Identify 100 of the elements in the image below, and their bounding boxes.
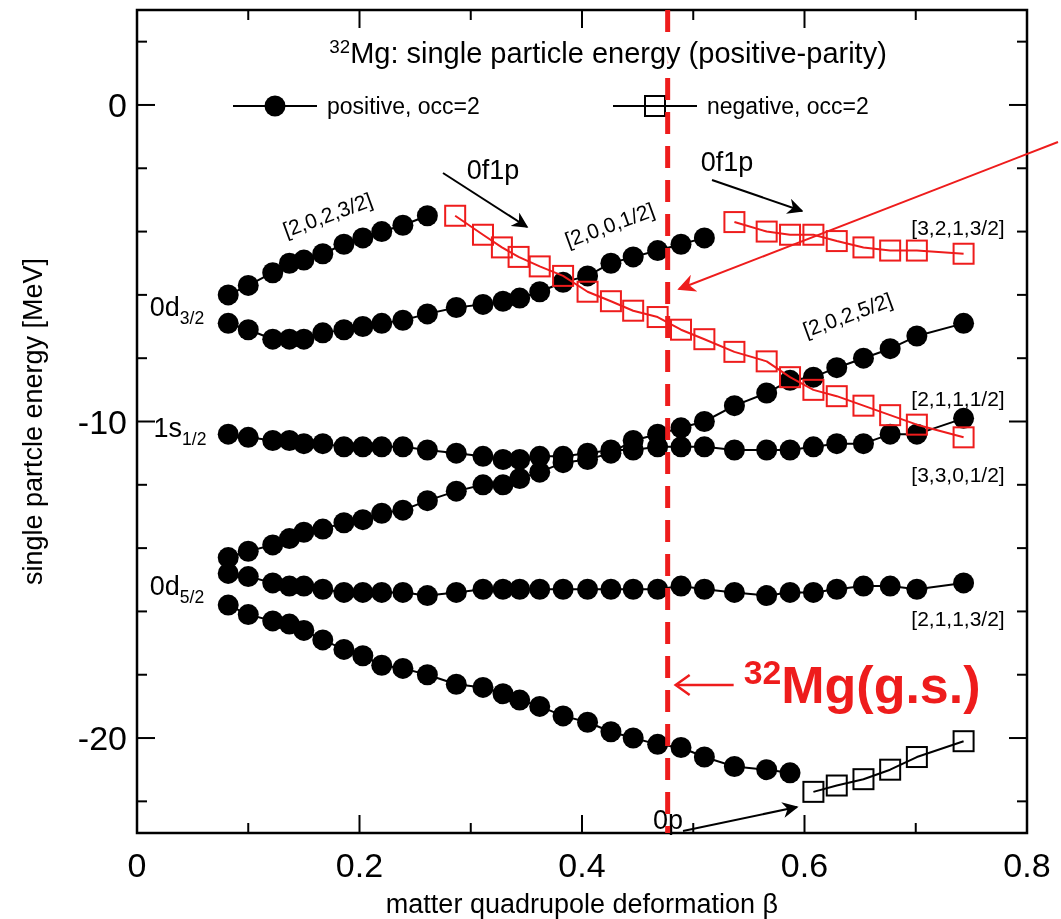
point [392, 214, 414, 236]
point [352, 316, 374, 338]
point [529, 695, 551, 717]
point [333, 436, 355, 458]
point [237, 319, 259, 341]
point [472, 445, 494, 467]
point [528, 255, 551, 278]
point [723, 581, 745, 603]
point [723, 340, 746, 363]
point [622, 299, 645, 322]
point [237, 540, 259, 562]
annotation: 0p [652, 805, 684, 836]
point [879, 423, 901, 445]
point [217, 284, 239, 306]
point [509, 287, 531, 309]
point [509, 467, 531, 489]
annotation: 0f1p [466, 155, 520, 186]
y-axis-title: single partcle energy [MeV] [18, 257, 48, 586]
point [312, 322, 334, 344]
point [293, 619, 315, 641]
point [416, 664, 438, 686]
point [352, 645, 374, 667]
point [472, 578, 494, 600]
annotation: 0f1p [700, 147, 754, 178]
point [509, 689, 531, 711]
point [952, 242, 975, 265]
point [217, 594, 239, 616]
legend-label: negative, occ=2 [707, 93, 869, 119]
point [333, 319, 355, 341]
y-tick-label: -20 [77, 719, 127, 758]
point [392, 657, 414, 679]
point [492, 474, 514, 496]
point [293, 328, 315, 350]
point [756, 759, 778, 781]
point [392, 436, 414, 458]
point [826, 433, 848, 455]
point [779, 439, 801, 461]
point [371, 436, 393, 458]
point [371, 502, 393, 524]
point [312, 433, 334, 455]
point [825, 230, 848, 253]
point [755, 350, 778, 373]
point [879, 239, 902, 262]
point [472, 676, 494, 698]
point [416, 303, 438, 325]
point [646, 306, 669, 329]
point [852, 575, 874, 597]
point [492, 683, 514, 705]
point [906, 325, 928, 347]
point [905, 239, 928, 262]
point [723, 211, 746, 234]
point [392, 581, 414, 603]
point [312, 243, 334, 265]
point [622, 727, 644, 749]
point [472, 474, 494, 496]
point [779, 581, 801, 603]
point [371, 312, 393, 334]
point [802, 223, 825, 246]
point [444, 204, 467, 227]
point [509, 448, 531, 470]
point [392, 309, 414, 331]
point [693, 328, 716, 351]
point [826, 357, 848, 379]
point [905, 413, 928, 436]
point [953, 572, 975, 594]
point [471, 223, 494, 246]
point [312, 518, 334, 540]
point [445, 673, 467, 695]
point [217, 312, 239, 334]
point [670, 436, 692, 458]
point [312, 578, 334, 600]
point [756, 382, 778, 404]
point [693, 578, 715, 600]
point [756, 585, 778, 607]
point [262, 534, 284, 556]
point [333, 512, 355, 534]
point [509, 578, 531, 600]
point [622, 578, 644, 600]
point [445, 297, 467, 319]
point [906, 578, 928, 600]
point [670, 318, 693, 341]
point [723, 395, 745, 417]
point [600, 578, 622, 600]
point [445, 442, 467, 464]
point [952, 730, 975, 753]
x-axis-title: matter quadrupole deformation β [385, 889, 779, 919]
point [693, 227, 715, 249]
point [262, 262, 284, 284]
point [599, 290, 622, 313]
point [237, 426, 259, 448]
point [670, 417, 692, 439]
point [852, 347, 874, 369]
point [779, 762, 801, 784]
point [529, 461, 551, 483]
x-tick-label: 0.6 [780, 846, 829, 884]
point [529, 578, 551, 600]
point [879, 404, 902, 427]
point [507, 245, 530, 268]
point [600, 252, 622, 274]
point [293, 575, 315, 597]
